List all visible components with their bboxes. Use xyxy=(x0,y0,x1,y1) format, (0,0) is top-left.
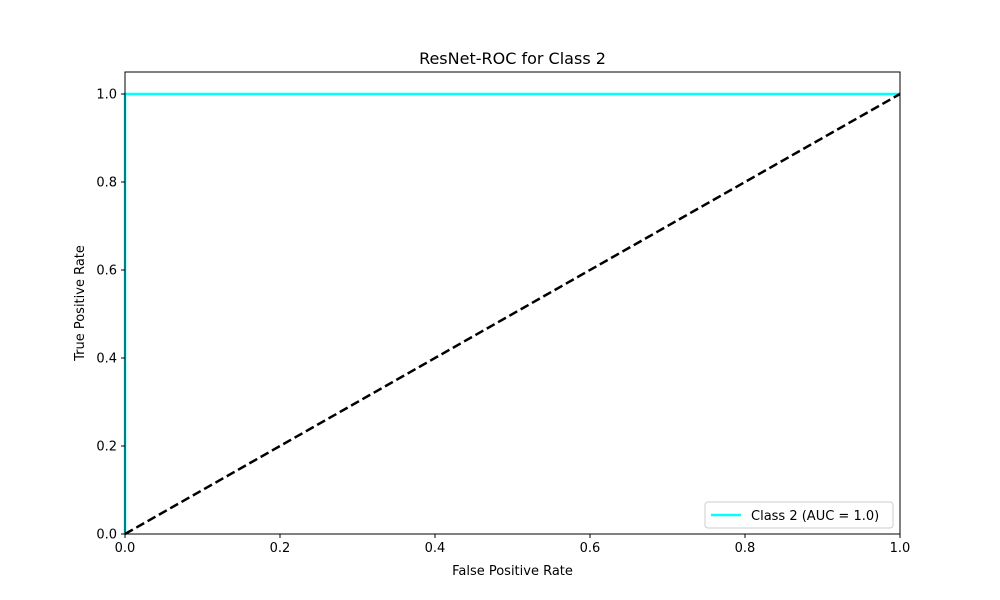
x-axis-ticks: 0.0 0.2 0.4 0.6 0.8 1.0 xyxy=(115,534,911,556)
chance-diagonal-line xyxy=(124,92,901,536)
y-axis-label: True Positive Rate xyxy=(73,245,88,362)
plot-area xyxy=(123,92,901,536)
axes-frame xyxy=(124,71,901,535)
x-tick-label: 0.8 xyxy=(735,541,756,556)
legend-label-class-2: Class 2 (AUC = 1.0) xyxy=(751,509,879,524)
chart-title: ResNet-ROC for Class 2 xyxy=(419,49,606,68)
y-tick-label: 0.6 xyxy=(96,264,117,279)
x-tick-label: 0.0 xyxy=(115,541,136,556)
y-tick-label: 1.0 xyxy=(96,88,117,103)
x-tick-label: 0.4 xyxy=(425,541,446,556)
y-tick-label: 0.8 xyxy=(96,176,117,191)
x-tick-label: 0.6 xyxy=(580,541,601,556)
legend: Class 2 (AUC = 1.0) xyxy=(704,501,894,529)
y-tick-label: 0.0 xyxy=(96,528,117,543)
y-tick-label: 0.2 xyxy=(96,440,117,455)
x-axis-label: False Positive Rate xyxy=(452,564,573,579)
legend-box xyxy=(704,501,894,529)
y-axis-ticks: 0.0 0.2 0.4 0.6 0.8 1.0 xyxy=(96,88,125,543)
x-tick-label: 0.2 xyxy=(270,541,291,556)
x-tick-label: 1.0 xyxy=(890,541,911,556)
y-tick-label: 0.4 xyxy=(96,352,117,367)
